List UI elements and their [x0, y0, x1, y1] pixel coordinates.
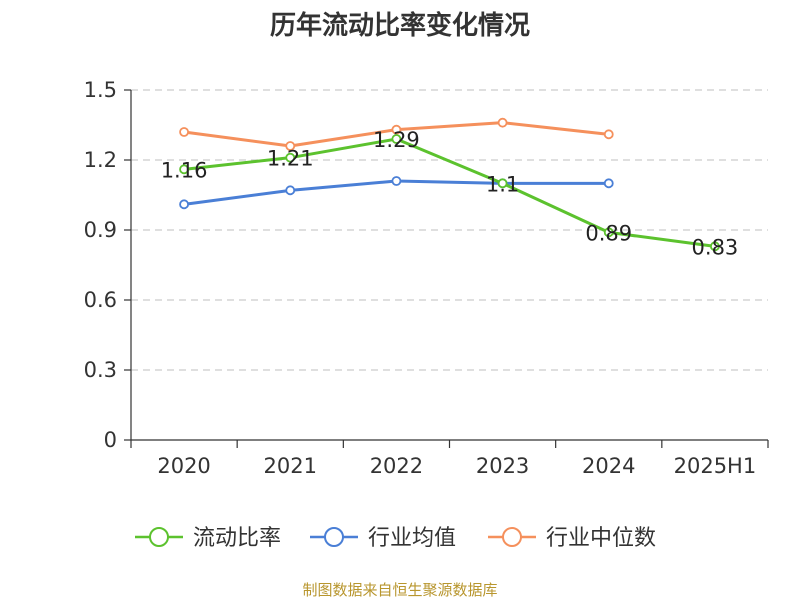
series-line: [183, 137, 716, 248]
data-point[interactable]: [710, 241, 720, 252]
legend[interactable]: 流动比率 行业均值 行业中位数: [135, 526, 656, 551]
y-tick-label: 1.2: [84, 148, 117, 172]
y-tick-label: 0.3: [84, 358, 117, 382]
data-point[interactable]: [179, 199, 189, 210]
data-point[interactable]: [391, 176, 402, 186]
x-tick-label: 2022: [370, 454, 423, 478]
chart-title: 历年流动比率变化情况: [270, 10, 530, 41]
data-point[interactable]: [179, 164, 189, 175]
data-point[interactable]: [391, 124, 402, 135]
y-tick-label: 0: [104, 428, 117, 452]
axes: 0 0.3 0.6 0.9 1.2 1.5 2020 2021 2022 2023 2024 2025…: [84, 78, 769, 478]
data-point[interactable]: [285, 185, 296, 196]
x-tick-label: 2021: [264, 454, 317, 478]
legend-label[interactable]: 流动比率: [193, 526, 281, 551]
data-point[interactable]: [285, 141, 296, 151]
legend-marker-icon: [324, 527, 344, 547]
data-labels: 1.16 1.21 1.29 1.1 0.89 0.83: [161, 128, 739, 259]
x-tick-label: 2020: [157, 454, 210, 478]
legend-label[interactable]: 行业均值: [368, 526, 456, 551]
data-point[interactable]: [391, 134, 402, 144]
y-tick-label: 1.5: [84, 78, 117, 102]
grid-lines: [131, 89, 768, 371]
data-point[interactable]: [603, 178, 614, 189]
data-point[interactable]: [497, 178, 508, 189]
data-point[interactable]: [285, 152, 296, 163]
y-tick-label: 0.9: [84, 218, 117, 242]
y-tick-label: 0.6: [84, 288, 117, 312]
legend-marker-icon: [502, 527, 522, 547]
x-tick-label: 2024: [582, 454, 635, 478]
data-label: 1.21: [267, 147, 314, 171]
data-label: 0.83: [692, 235, 739, 259]
data-label: 1.1: [486, 172, 519, 196]
data-label: 0.89: [585, 221, 632, 245]
x-tick-label: 2023: [476, 454, 529, 478]
source-note: 制图数据来自恒生聚源数据库: [302, 581, 497, 599]
x-tick-label: 2025H1: [674, 454, 757, 478]
data-point[interactable]: [179, 127, 189, 137]
data-label: 1.29: [373, 128, 420, 152]
data-label: 1.16: [161, 158, 208, 182]
data-point[interactable]: [603, 129, 614, 140]
series-lines: [179, 117, 720, 252]
data-point[interactable]: [603, 227, 614, 238]
legend-label[interactable]: 行业中位数: [546, 526, 656, 551]
data-point[interactable]: [497, 117, 508, 128]
legend-marker-icon: [149, 527, 169, 547]
